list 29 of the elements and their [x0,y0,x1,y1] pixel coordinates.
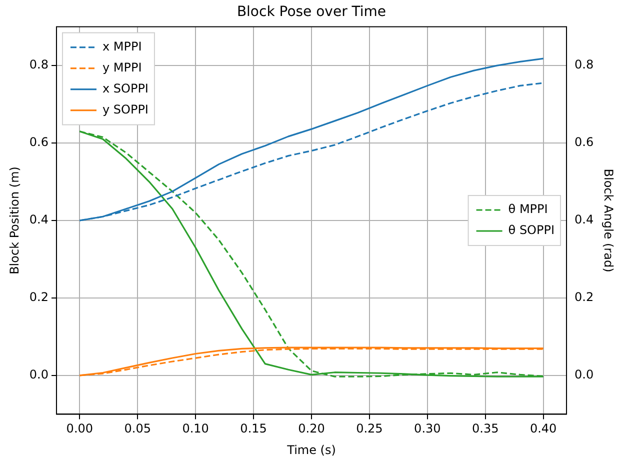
legend-label: x SOPPI [102,81,148,96]
y2-tick-label: 0.8 [574,58,594,72]
x-tick-label: 0.00 [66,422,94,436]
legend-label: θ MPPI [508,202,548,216]
x-tick-label: 0.30 [414,422,441,436]
chart-title: Block Pose over Time [236,4,386,20]
x-tick-label: 0.10 [182,422,209,436]
y2-tick-label: 0.2 [574,290,594,304]
y-tick-label: 0.2 [29,290,48,304]
x-tick-label: 0.20 [298,422,325,436]
x-tick-label: 0.15 [240,422,267,436]
y-tick-label: 0.6 [29,135,48,150]
x-tick-label: 0.40 [530,422,557,436]
x-tick-label: 0.35 [472,422,499,436]
y-tick-label: 0.8 [29,58,48,72]
y2-tick-label: 0.4 [574,212,594,227]
y-axis-title: Block Position (m) [7,166,22,274]
legend-label: y MPPI [102,60,142,74]
y2-axis-title: Block Angle (rad) [602,168,616,272]
y-tick-label: 0.0 [29,368,48,382]
x-axis-title: Time (s) [286,442,336,457]
x-tick-label: 0.05 [124,422,151,436]
x-tick-label: 0.25 [356,422,383,436]
y-tick-label: 0.4 [29,212,48,227]
y2-tick-label: 0.6 [574,135,594,150]
y2-tick-label: 0.0 [574,368,594,382]
legend-label: θ SOPPI [508,223,555,238]
legend-label: y SOPPI [102,102,148,116]
legend-label: x MPPI [102,39,142,54]
